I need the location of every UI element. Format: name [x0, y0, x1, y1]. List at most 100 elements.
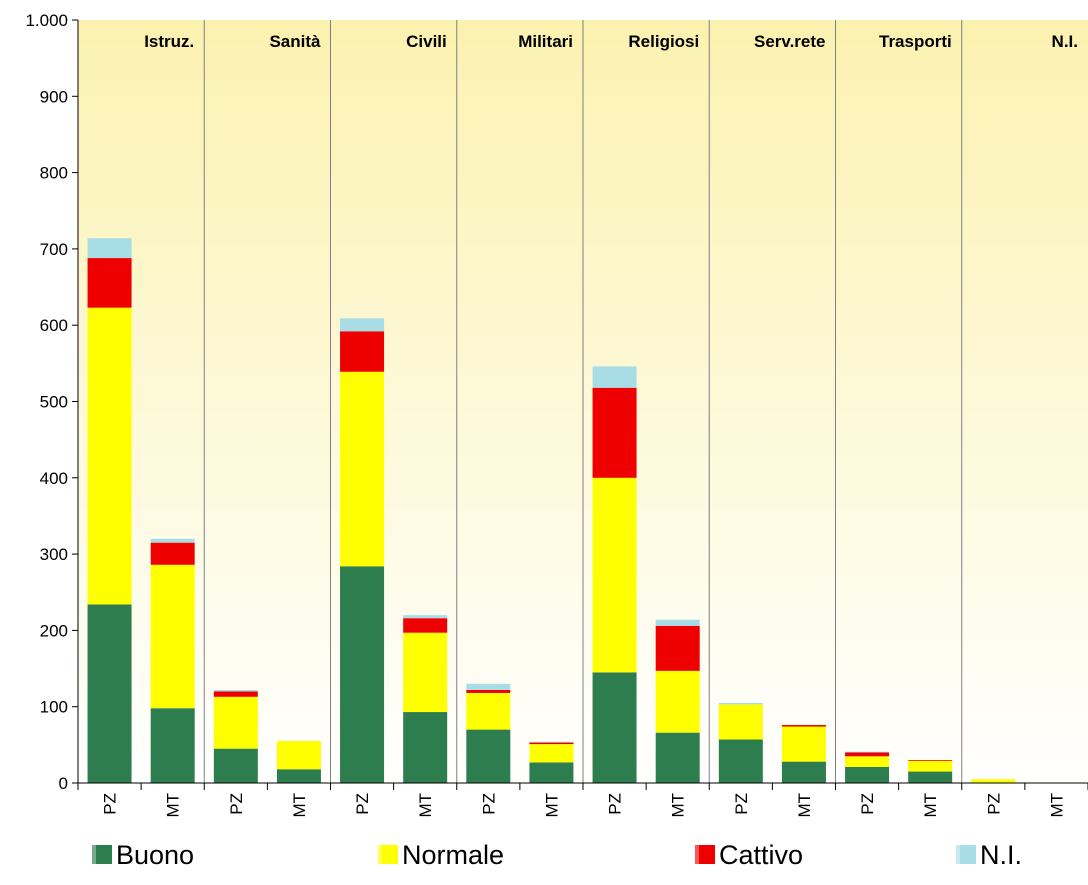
bar-segment-buono	[403, 712, 448, 783]
bar-segment-buono	[781, 761, 826, 783]
bar-segment-cattivo	[845, 752, 890, 757]
bar-segment-buono	[845, 766, 890, 783]
legend-label: Normale	[402, 840, 504, 870]
legend-swatch-shine	[378, 845, 382, 864]
bar-segment-buono	[150, 708, 195, 783]
bar-segment-cattivo	[529, 742, 574, 745]
bar-segment-normale	[718, 704, 763, 740]
bar-segment-n-i	[403, 615, 448, 619]
y-tick-label: 900	[40, 87, 68, 106]
group-label: Istruz.	[144, 32, 194, 51]
bar-segment-n-i	[592, 366, 637, 388]
x-tick-label: MT	[290, 793, 309, 818]
legend-swatch-shine	[92, 845, 96, 864]
y-tick-label: 800	[40, 164, 68, 183]
y-tick-label: 200	[40, 621, 68, 640]
y-tick-label: 100	[40, 698, 68, 717]
x-tick-label: PZ	[606, 793, 625, 815]
legend-label: Buono	[116, 840, 194, 870]
x-tick-label: PZ	[732, 793, 751, 815]
y-tick-label: 700	[40, 240, 68, 259]
bar-segment-buono	[276, 769, 321, 783]
bar-segment-normale	[340, 371, 385, 567]
legend-swatch	[378, 845, 398, 864]
x-tick-label: PZ	[858, 793, 877, 815]
x-tick-label: MT	[416, 793, 435, 818]
x-tick-label: PZ	[353, 793, 372, 815]
y-tick-label: 1.000	[25, 11, 68, 30]
bar-segment-normale	[466, 692, 511, 730]
legend-label: N.I.	[980, 840, 1022, 870]
x-tick-label: MT	[921, 793, 940, 818]
bar-segment-normale	[403, 632, 448, 713]
y-tick-label: 300	[40, 545, 68, 564]
bar-segment-buono	[87, 604, 132, 783]
bar-segment-normale	[971, 779, 1016, 783]
bar-segment-normale	[655, 670, 700, 733]
group-label: Serv.rete	[754, 32, 826, 51]
group-label: N.I.	[1052, 32, 1078, 51]
bar-segment-normale	[150, 564, 195, 709]
x-tick-label: MT	[1047, 793, 1066, 818]
y-tick-label: 400	[40, 469, 68, 488]
x-tick-label: MT	[795, 793, 814, 818]
x-tick-label: PZ	[101, 793, 120, 815]
bar-segment-buono	[718, 739, 763, 783]
bar-segment-cattivo	[87, 258, 132, 308]
legend-swatch-shine	[695, 845, 699, 864]
legend-swatch-shine	[956, 845, 960, 864]
bar-segment-buono	[340, 566, 385, 783]
x-tick-label: PZ	[479, 793, 498, 815]
bar-segment-n-i	[150, 538, 195, 543]
bar-segment-n-i	[466, 683, 511, 690]
bar-segment-normale	[781, 726, 826, 762]
bar-segment-cattivo	[213, 691, 258, 697]
x-tick-label: PZ	[984, 793, 1003, 815]
bar-segment-normale	[276, 741, 321, 770]
y-tick-label: 0	[59, 774, 68, 793]
bar-segment-n-i	[87, 238, 132, 259]
bar-segment-n-i	[655, 619, 700, 626]
bar-segment-buono	[466, 729, 511, 783]
bar-segment-buono	[213, 748, 258, 783]
bar-segment-normale	[529, 744, 574, 763]
x-tick-label: MT	[542, 793, 561, 818]
bar-segment-cattivo	[340, 331, 385, 372]
bar-segment-normale	[592, 477, 637, 673]
x-tick-label: MT	[669, 793, 688, 818]
bar-segment-n-i	[718, 702, 763, 705]
x-tick-label: PZ	[227, 793, 246, 815]
bar-segment-n-i	[845, 751, 890, 753]
bar-segment-cattivo	[592, 387, 637, 478]
y-tick-label: 500	[40, 393, 68, 412]
bar-segment-cattivo	[150, 542, 195, 565]
bar-segment-normale	[845, 756, 890, 767]
x-tick-label: MT	[164, 793, 183, 818]
bar-segment-buono	[529, 762, 574, 783]
bar-segment-normale	[213, 696, 258, 749]
bar-segment-buono	[592, 672, 637, 783]
bar-segment-n-i	[529, 741, 574, 743]
legend-swatch	[695, 845, 715, 864]
legend-label: Cattivo	[719, 840, 803, 870]
bar-segment-n-i	[340, 318, 385, 332]
bar-segment-cattivo	[655, 625, 700, 671]
bar-segment-cattivo	[908, 760, 953, 761]
group-label: Sanità	[269, 32, 321, 51]
group-label: Trasporti	[879, 32, 952, 51]
bar-segment-cattivo	[403, 618, 448, 633]
group-label: Civili	[406, 32, 447, 51]
bar-segment-buono	[908, 771, 953, 783]
bar-segment-n-i	[213, 689, 258, 692]
bar-segment-cattivo	[781, 725, 826, 727]
bar-segment-normale	[87, 307, 132, 605]
group-label: Militari	[518, 32, 573, 51]
bar-segment-cattivo	[466, 689, 511, 693]
bar-segment-normale	[908, 760, 953, 772]
group-label: Religiosi	[628, 32, 699, 51]
legend-swatch	[92, 845, 112, 864]
legend-swatch	[956, 845, 976, 864]
y-tick-label: 600	[40, 316, 68, 335]
